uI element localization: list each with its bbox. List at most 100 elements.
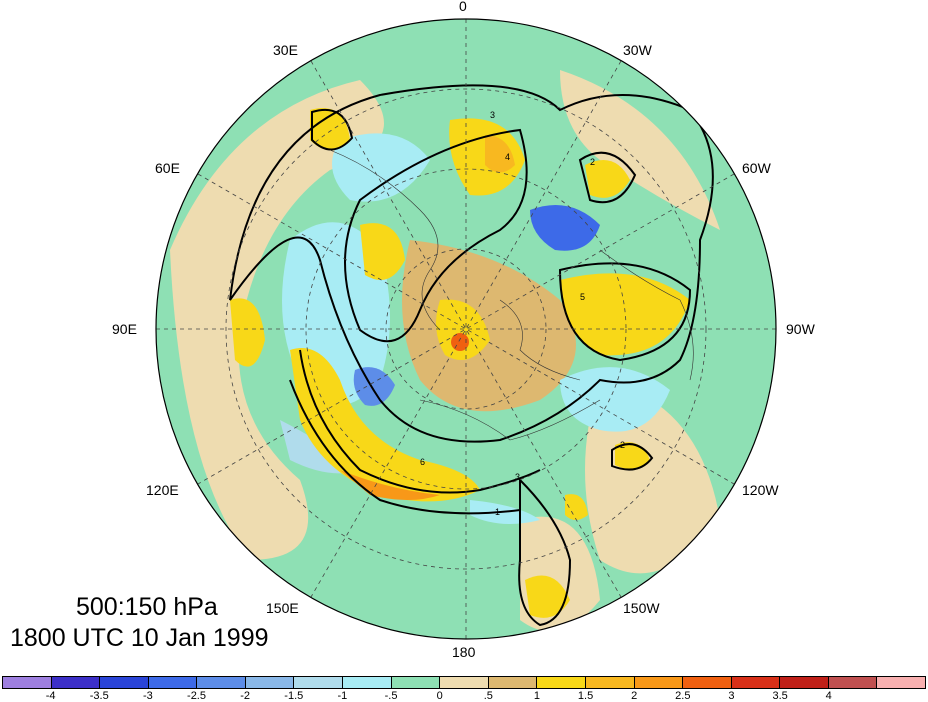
blue-region-east — [560, 367, 670, 432]
lon-label-150w: 150W — [623, 600, 660, 616]
colorbar-tick-label: 0 — [436, 690, 443, 702]
contour-label: 1 — [495, 507, 500, 517]
yellow-patch-south-small — [565, 494, 588, 520]
coastline-2 — [499, 299, 581, 381]
contour-jet-2 — [289, 379, 521, 515]
yellow-patch-westcenter — [360, 223, 405, 280]
lon-label-90e: 90E — [112, 321, 137, 337]
colorbar-tick-label: -3.5 — [89, 690, 109, 702]
colorbar-tick-label: 4 — [825, 690, 832, 702]
colorbar-tick-label: -1.5 — [284, 690, 304, 702]
yellow-patch-northeast — [585, 160, 630, 198]
colorbar-swatch — [100, 677, 149, 688]
orange-jet-southwest — [340, 470, 440, 500]
meridian-30w — [310, 60, 622, 598]
contour-jet — [299, 349, 541, 494]
lon-label-30e: 30E — [273, 42, 298, 58]
lat-circle-3 — [225, 88, 707, 570]
colorbar-swatch — [828, 677, 878, 688]
colorbar-tick-label: -.5 — [384, 690, 398, 702]
colorbar-tick-label: 3.5 — [772, 690, 788, 702]
tan-region-north — [560, 70, 720, 230]
lon-label-90w: 90W — [786, 321, 815, 337]
yellow-patch-south — [525, 575, 570, 618]
lon-label-0: 0 — [459, 0, 467, 14]
yellow-patch-farwest — [230, 298, 265, 367]
contour-south — [518, 477, 572, 627]
colorbar-tick-label: -3 — [143, 690, 153, 702]
lon-label-60w: 60W — [742, 160, 771, 176]
colorbar-tick-label: 3 — [728, 690, 735, 702]
dark-blue-patch-north — [530, 205, 600, 251]
tan-region-inner — [402, 240, 576, 412]
lon-label-120e: 120E — [146, 482, 179, 498]
contour-east-loop — [558, 262, 692, 362]
colorbar-swatch — [391, 677, 441, 688]
meridian-30 — [310, 60, 622, 598]
colorbar-swatch — [440, 677, 489, 688]
colorbar-tick-label: -2 — [240, 690, 251, 702]
contour-label: 2 — [620, 440, 625, 450]
contour-label: 5 — [580, 292, 585, 302]
colorbar-swatch — [537, 677, 586, 688]
yellow-patch-west-arm — [310, 108, 350, 150]
coastline-4 — [599, 249, 694, 381]
tan-region-west — [170, 80, 384, 560]
colorbar-tick-label: 2 — [631, 690, 638, 702]
contour-west-small — [311, 108, 354, 151]
coastline-1 — [329, 149, 441, 331]
meridian-60w — [197, 173, 735, 485]
orange-patch-north — [485, 135, 515, 173]
colorbar-tick-label: 1 — [533, 690, 540, 702]
contour-label: 4 — [505, 152, 510, 162]
colorbar-tick-label: -1 — [337, 690, 348, 702]
lon-label-30w: 30W — [623, 42, 652, 58]
meridian-60 — [197, 173, 735, 485]
colorbar-swatch — [3, 677, 52, 688]
blue-region-north — [332, 133, 430, 202]
contour-southeast — [611, 443, 654, 471]
level-title: 500:150 hPa — [76, 593, 218, 621]
lat-circle-1 — [385, 248, 547, 410]
contour-northeast — [578, 151, 637, 204]
colorbar-labels: -4 -3.5 -3 -2.5 -2 -1.5 -1 -.5 0 .5 1 1.5 2 2.5 3 3.5 4 — [0, 690, 928, 702]
colorbar-swatch — [780, 677, 829, 688]
time-title: 1800 UTC 10 Jan 1999 — [10, 624, 269, 652]
colorbar-tick-label: -4 — [45, 690, 56, 702]
colorbar-swatch — [683, 677, 732, 688]
colorbar-swatch — [634, 677, 684, 688]
colorbar-swatch — [51, 677, 101, 688]
colorbar-swatch — [877, 677, 925, 688]
colorbar-tick-label: 1.5 — [577, 690, 594, 702]
colorbar-swatch — [197, 677, 246, 688]
lon-label-120w: 120W — [742, 482, 779, 498]
lon-label-60e: 60E — [155, 160, 180, 176]
contour-outer — [229, 84, 714, 443]
colorbar-tick-label: 2.5 — [675, 690, 691, 702]
dark-blue-patch-west — [353, 367, 395, 406]
yellow-patch-southeast — [615, 442, 650, 469]
lat-circle-2 — [305, 168, 627, 490]
lon-label-150e: 150E — [266, 600, 299, 616]
colorbar-tick-label: -2.5 — [187, 690, 206, 702]
colorbar-swatch — [245, 677, 295, 688]
colorbar-swatch — [488, 677, 538, 688]
contour-label: 3 — [515, 472, 520, 482]
colorbar-swatch — [148, 677, 198, 688]
lon-label-180: 180 — [452, 644, 476, 660]
map-border — [155, 18, 777, 640]
colorbar-swatch — [585, 677, 635, 688]
contour-label: 6 — [420, 457, 425, 467]
contour-label: 3 — [490, 110, 495, 120]
yellow-patch-east — [560, 273, 690, 356]
contour-inner-loop — [344, 128, 528, 343]
coastline-3 — [419, 399, 601, 441]
yellow-patch-center — [436, 299, 490, 360]
colorbar — [2, 676, 926, 689]
polar-stereographic-map: 2 3 4 5 6 2 3 1 — [155, 18, 777, 640]
colorbar-swatch — [294, 677, 344, 688]
colorbar-swatch — [731, 677, 781, 688]
contour-label: 2 — [590, 157, 595, 167]
colorbar-swatch — [343, 677, 392, 688]
colorbar-tick-label: .5 — [483, 690, 493, 702]
